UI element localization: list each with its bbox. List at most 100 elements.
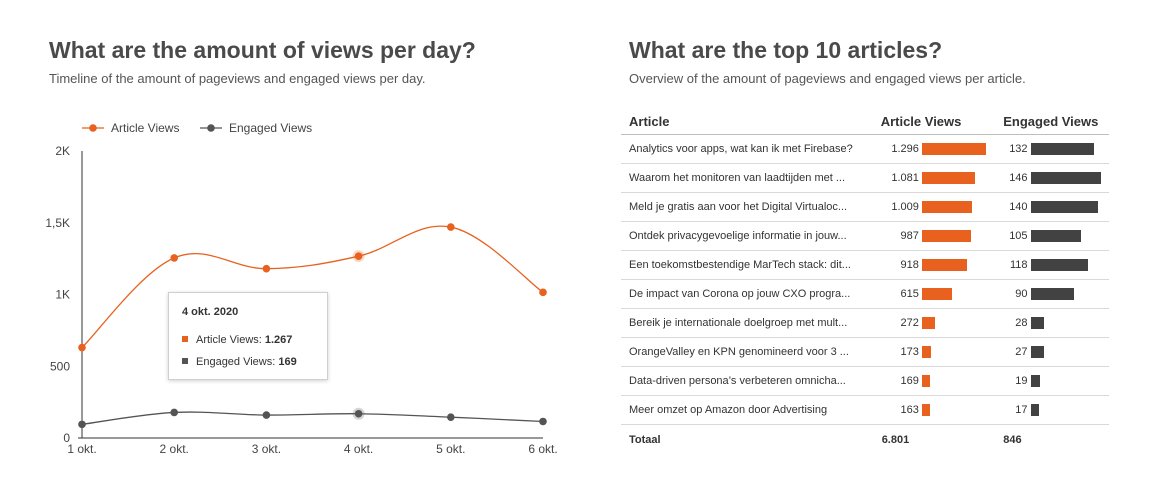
engaged-views-value: 146 [989, 163, 1031, 193]
header-article-views[interactable]: Article Views [870, 108, 990, 135]
engaged-views-bar-cell [1030, 337, 1109, 367]
top-articles-table: Article Article Views Engaged Views Anal… [621, 108, 1109, 455]
tooltip-engaged-views-label: Engaged Views: [196, 356, 279, 368]
article-views-bar-cell [921, 163, 990, 193]
legend-marker-article-views [89, 124, 97, 132]
top-articles-panel: What are the top 10 articles? Overview o… [600, 0, 1176, 478]
engaged-views-bar [1030, 375, 1040, 388]
table-row[interactable]: OrangeValley en KPN genomineerd voor 3 .… [621, 337, 1109, 367]
engaged-views-bar [1030, 172, 1101, 185]
table-row[interactable]: Een toekomstbestendige MarTech stack: di… [621, 250, 1109, 280]
article-views-bar [921, 317, 935, 330]
article-title[interactable]: Data-driven persona’s verbeteren omnicha… [621, 366, 871, 396]
top-articles-title: What are the top 10 articles? [629, 37, 943, 63]
tooltip-article-views-value: 1.267 [264, 334, 293, 346]
tooltip-date: 4 okt. 2020 [182, 306, 239, 318]
article-title[interactable]: De impact van Corona op jouw CXO progra.… [621, 279, 871, 309]
engaged-views-point [170, 408, 178, 417]
engaged-views-line [81, 411, 544, 426]
article-title[interactable]: Bereik je internationale doelgroep met m… [621, 308, 871, 338]
x-tick-label: 6 okt. [528, 442, 557, 456]
article-views-bar [921, 404, 930, 417]
article-title[interactable]: Meer omzet op Amazon door Advertising [621, 395, 871, 425]
article-views-value: 1.081 [870, 163, 922, 193]
table-row[interactable]: Meld je gratis aan voor het Digital Virt… [621, 192, 1109, 222]
total-engaged-views: 846 [1003, 434, 1022, 446]
views-per-day-panel: What are the amount of views per day? Ti… [0, 0, 590, 478]
table-row[interactable]: Data-driven persona’s verbeteren omnicha… [621, 366, 1109, 396]
engaged-views-value: 90 [989, 279, 1031, 309]
engaged-views-point [262, 411, 271, 419]
article-title[interactable]: Een toekomstbestendige MarTech stack: di… [621, 250, 871, 280]
engaged-views-value: 27 [989, 337, 1031, 367]
legend-marker-engaged-views [207, 124, 215, 132]
engaged-views-bar [1030, 143, 1094, 156]
x-tick-label: 1 okt. [67, 442, 96, 456]
legend-label-article-views: Article Views [111, 121, 179, 135]
tooltip-article-views-label: Article Views: [196, 334, 265, 346]
article-views-bar-cell [921, 134, 990, 164]
article-views-bar [921, 143, 986, 156]
engaged-views-point [447, 413, 455, 421]
engaged-views-value: 132 [989, 134, 1031, 164]
article-views-bar [921, 172, 975, 185]
table-row[interactable]: Ontdek privacygevoelige informatie in jo… [621, 221, 1109, 251]
engaged-views-bar [1030, 346, 1044, 359]
article-views-bar-cell [921, 221, 990, 251]
tooltip-row-article-views: Article Views: 1.267 [182, 334, 292, 346]
article-title[interactable]: OrangeValley en KPN genomineerd voor 3 .… [621, 337, 871, 367]
engaged-views-bar-cell [1030, 308, 1109, 338]
engaged-views-bar-cell [1030, 366, 1109, 396]
engaged-views-value: 118 [989, 250, 1031, 280]
y-tick-label: 2K [55, 144, 70, 158]
table-row[interactable]: De impact van Corona op jouw CXO progra.… [621, 279, 1109, 309]
views-per-day-title: What are the amount of views per day? [49, 37, 476, 63]
engaged-views-point [78, 420, 86, 429]
header-engaged-views[interactable]: Engaged Views [989, 108, 1109, 135]
article-views-value: 1.009 [870, 192, 922, 222]
article-views-bar [921, 230, 971, 243]
table-row[interactable]: Meer omzet op Amazon door Advertising 163… [621, 395, 1109, 425]
article-views-value: 169 [870, 366, 922, 396]
article-views-bar-cell [921, 395, 990, 425]
total-row: Totaal 6.801 846 [621, 425, 1109, 456]
y-tick-label: 1,5K [45, 216, 70, 230]
article-views-bar [921, 201, 972, 214]
tooltip-engaged-views-value: 169 [278, 356, 297, 368]
article-views-point [447, 223, 455, 231]
x-tick-label: 4 okt. [344, 442, 373, 456]
top-articles-subtitle: Overview of the amount of pageviews and … [629, 71, 1026, 86]
views-per-day-subtitle: Timeline of the amount of pageviews and … [49, 71, 426, 86]
header-article[interactable]: Article [621, 108, 871, 135]
engaged-views-value: 19 [989, 366, 1031, 396]
engaged-views-bar-cell [1030, 134, 1109, 164]
engaged-views-value: 17 [989, 395, 1031, 425]
article-title[interactable]: Analytics voor apps, wat kan ik met Fire… [621, 134, 871, 164]
engaged-views-bar [1030, 404, 1039, 417]
y-tick-label: 1K [55, 288, 70, 302]
article-views-value: 615 [870, 279, 922, 309]
article-views-point [170, 254, 178, 262]
article-views-point [539, 288, 547, 297]
engaged-views-bar-cell [1030, 221, 1109, 251]
article-views-bar-cell [921, 366, 990, 396]
tooltip-swatch-engaged-views [182, 358, 188, 365]
views-line-chart[interactable]: 0 500 1K 1,5K 2K 1 okt. 2 okt. 3 okt. 4 okt. 5 ok… [0, 0, 590, 478]
engaged-views-bar-cell [1030, 395, 1109, 425]
engaged-views-point [539, 417, 547, 426]
table-row[interactable]: Bereik je internationale doelgroep met m… [621, 308, 1109, 338]
x-tick-label: 5 okt. [436, 442, 465, 456]
article-title[interactable]: Waarom het monitoren van laadtijden met … [621, 163, 871, 193]
article-title[interactable]: Meld je gratis aan voor het Digital Virt… [621, 192, 871, 222]
table-row[interactable]: Waarom het monitoren van laadtijden met … [621, 163, 1109, 193]
tooltip-swatch-article-views [182, 336, 188, 343]
y-tick-label: 0 [63, 431, 70, 445]
article-title[interactable]: Ontdek privacygevoelige informatie in jo… [621, 221, 871, 251]
engaged-views-bar [1030, 259, 1088, 272]
tooltip-row-engaged-views: Engaged Views: 169 [182, 356, 297, 368]
table-row[interactable]: Analytics voor apps, wat kan ik met Fire… [621, 134, 1109, 164]
article-views-bar-cell [921, 250, 990, 280]
x-tick-label: 3 okt. [252, 442, 281, 456]
article-views-value: 987 [870, 221, 922, 251]
engaged-views-bar-cell [1030, 192, 1109, 222]
